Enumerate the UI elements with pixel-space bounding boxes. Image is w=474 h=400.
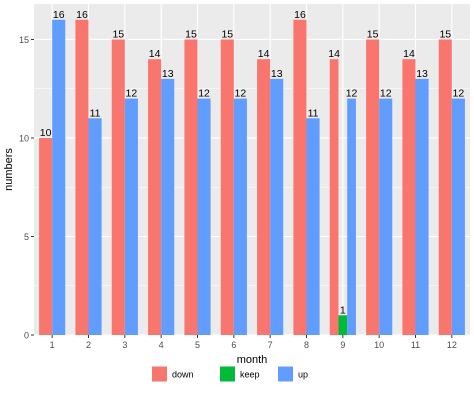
bar-up-9 (347, 98, 356, 335)
x-tick-label: 2 (86, 340, 91, 350)
bar-up-3 (124, 98, 138, 335)
data-label-down-4: 14 (149, 48, 161, 60)
y-tick-label: 0 (24, 331, 29, 341)
bar-up-4 (161, 78, 175, 335)
legend-label-keep: keep (240, 370, 260, 380)
y-tick-label: 15 (19, 35, 29, 45)
x-tick-label: 3 (122, 340, 127, 350)
x-tick-label: 9 (340, 340, 345, 350)
data-label-up-3: 12 (126, 88, 138, 100)
bar-down-12 (438, 39, 452, 335)
legend-key-down (152, 366, 167, 382)
y-tick-label: 5 (24, 232, 29, 242)
legend-key-up (278, 366, 293, 382)
legend-key-keep (220, 366, 235, 382)
data-label-down-10: 15 (367, 28, 379, 40)
data-label-down-6: 15 (221, 28, 233, 40)
bar-up-5 (197, 98, 211, 335)
data-label-down-9: 14 (328, 48, 340, 60)
bar-down-11 (402, 59, 416, 336)
data-label-down-8: 16 (294, 9, 306, 21)
y-axis-title: numbers (3, 148, 15, 191)
data-label-down-7: 14 (258, 48, 270, 60)
bar-down-8 (293, 19, 307, 336)
x-axis-title: month (237, 354, 268, 366)
bar-down-6 (220, 39, 234, 335)
bar-down-10 (366, 39, 380, 335)
x-tick-label: 7 (268, 340, 273, 350)
data-label-up-10: 12 (380, 88, 392, 100)
data-label-down-2: 16 (76, 9, 88, 21)
bar-up-12 (451, 98, 465, 335)
legend-label-down: down (172, 370, 194, 380)
data-label-down-12: 15 (439, 28, 451, 40)
y-tick-label: 10 (19, 133, 29, 143)
bar-up-7 (270, 78, 284, 335)
data-label-up-5: 12 (198, 88, 210, 100)
bar-keep-9 (338, 315, 348, 335)
data-label-up-8: 11 (308, 107, 319, 119)
bar-up-2 (88, 118, 102, 336)
bar-up-1 (52, 19, 66, 336)
bar-down-7 (257, 59, 271, 336)
bar-down-5 (184, 39, 198, 335)
bar-down-2 (75, 19, 89, 336)
data-label-down-1: 10 (40, 127, 52, 139)
data-label-down-5: 15 (185, 28, 197, 40)
bar-up-10 (379, 98, 393, 335)
x-tick-label: 8 (304, 340, 309, 350)
bar-up-8 (306, 118, 320, 336)
bar-down-3 (111, 39, 125, 335)
plot-panel (34, 4, 470, 335)
x-tick-label: 12 (447, 340, 457, 350)
data-label-down-11: 14 (403, 48, 415, 60)
bar-down-9 (329, 59, 339, 336)
x-tick-label: 1 (50, 340, 55, 350)
legend-label-up: up (298, 370, 308, 380)
data-label-up-2: 11 (90, 107, 101, 119)
data-label-down-3: 15 (112, 28, 124, 40)
data-label-up-11: 13 (416, 68, 428, 80)
x-tick-label: 6 (231, 340, 236, 350)
x-tick-label: 10 (374, 340, 384, 350)
x-tick-label: 4 (159, 340, 164, 350)
data-label-up-7: 13 (271, 68, 283, 80)
bar-down-4 (148, 59, 162, 336)
data-label-up-1: 16 (53, 9, 65, 21)
data-label-up-4: 13 (162, 68, 174, 80)
data-label-up-9: 12 (346, 88, 358, 100)
x-tick-label: 5 (195, 340, 200, 350)
bar-down-1 (39, 137, 53, 335)
bar-up-6 (233, 98, 247, 335)
bar-up-11 (415, 78, 429, 335)
data-label-up-12: 12 (453, 88, 465, 100)
data-label-keep-9: 1 (340, 304, 346, 316)
data-label-up-6: 12 (235, 88, 247, 100)
x-tick-label: 11 (411, 340, 420, 350)
